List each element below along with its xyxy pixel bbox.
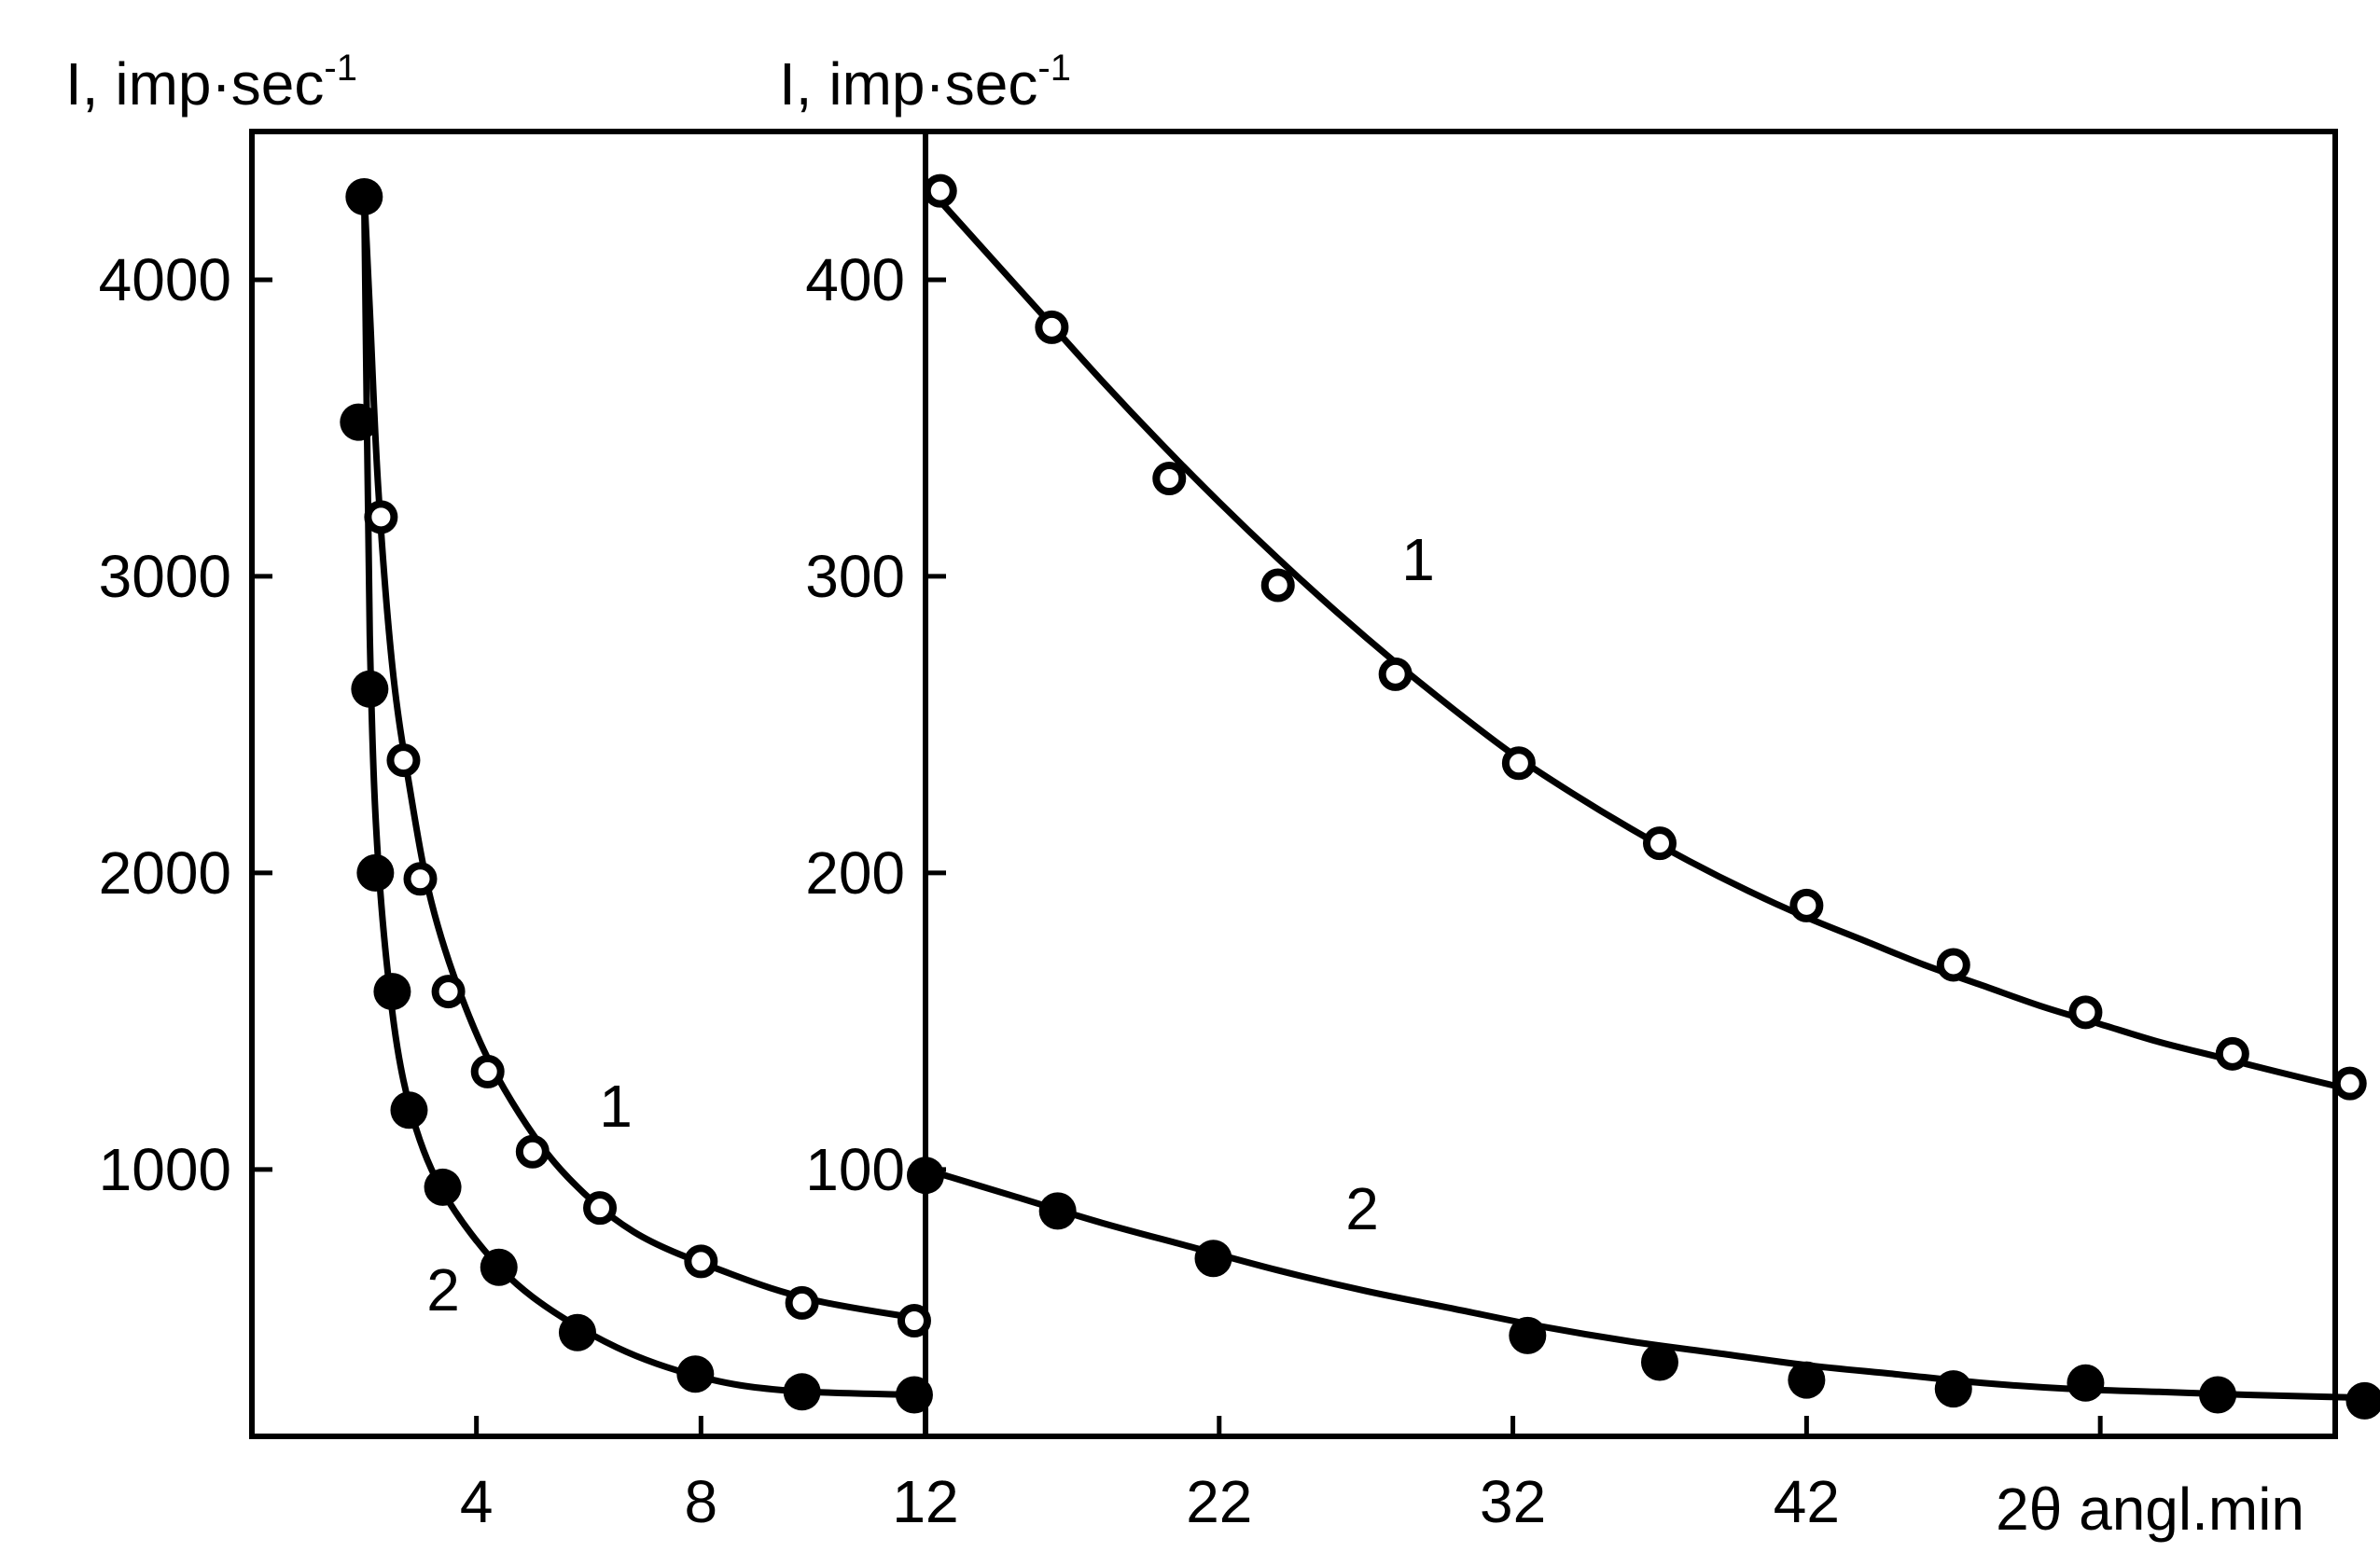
right-series-2-point: [2067, 1364, 2105, 1402]
right-curve-label-1: 1: [1401, 526, 1435, 593]
right-series-2-point: [1509, 1316, 1547, 1354]
right-series-2-curve: [924, 1166, 2365, 1402]
plot-frame: [249, 129, 2338, 1439]
left-x-tick-label: 4: [460, 1468, 494, 1535]
right-series-1-point: [923, 173, 957, 208]
left-series-1-point: [515, 1134, 550, 1169]
left-series-2-point: [783, 1373, 821, 1411]
right-y-tick-label: 100: [805, 1136, 905, 1203]
left-series-1-point: [583, 1191, 618, 1226]
left-y-tick-label: 4000: [99, 246, 231, 313]
left-x-tick-label: 12: [892, 1468, 958, 1535]
left-curve-label-1: 1: [599, 1073, 633, 1140]
left-series-1-point: [785, 1285, 819, 1320]
left-series-1-point: [897, 1303, 931, 1337]
left-y-axis-title: I, imp·sec-1: [65, 48, 357, 118]
left-series-2-point: [480, 1248, 518, 1286]
left-series-2-curve: [360, 190, 915, 1398]
left-y-tick-label: 3000: [99, 543, 231, 610]
left-series-2-point: [390, 1091, 428, 1129]
right-series-2-point: [1788, 1361, 1826, 1399]
svg-text:I, imp·sec-1: I, imp·sec-1: [65, 48, 357, 118]
right-series-2-point: [1934, 1370, 1972, 1408]
left-series-2-point: [340, 403, 378, 441]
right-x-tick-label: 22: [1186, 1468, 1252, 1535]
right-series-2-point: [1194, 1240, 1232, 1278]
left-y-tick-label: 2000: [99, 839, 231, 907]
left-series-2-point: [345, 177, 383, 215]
left-curve-label-2: 2: [426, 1256, 460, 1323]
left-y-axis-title-sup: -1: [324, 48, 357, 89]
left-series-1-point: [470, 1054, 505, 1088]
left-series-2-point: [558, 1313, 596, 1351]
right-y-tick-label: 400: [805, 246, 905, 313]
right-series-1-point: [1260, 568, 1295, 603]
right-series-2-point: [2199, 1376, 2237, 1414]
left-y-axis-title-text: I, imp·sec: [65, 50, 324, 118]
right-series-1-point: [1642, 826, 1677, 861]
right-series-1-point: [1936, 948, 1970, 982]
left-series-2-point: [676, 1355, 715, 1393]
left-x-tick-label: 8: [685, 1468, 718, 1535]
right-series-2-point: [2345, 1381, 2380, 1420]
right-x-tick-label: 12: [892, 1468, 958, 1535]
left-series-1-point: [364, 500, 398, 534]
right-series-1-point: [2215, 1036, 2249, 1071]
right-series-1-point: [2332, 1066, 2367, 1101]
left-series-1-point: [684, 1244, 718, 1279]
right-series-1-point: [1378, 657, 1413, 691]
right-y-axis-title: I, imp·sec-1: [779, 48, 1071, 118]
left-series-1-point: [386, 743, 421, 778]
left-series-2-point: [895, 1376, 933, 1414]
right-x-tick-label: 32: [1480, 1468, 1546, 1535]
left-y-tick-label: 1000: [99, 1136, 231, 1203]
right-series-1-point: [2068, 995, 2103, 1030]
points-layer: [340, 173, 2380, 1420]
left-series-2-point: [356, 853, 395, 892]
curve-labels-layer: 1 2 1 2: [426, 526, 1435, 1323]
right-series-1-point: [1152, 462, 1187, 496]
right-series-2-point: [907, 1157, 944, 1195]
left-series-1-curve: [360, 190, 915, 1322]
right-curve-label-2: 2: [1345, 1175, 1379, 1242]
left-series-2-point: [351, 670, 389, 708]
right-series-1-point: [1035, 310, 1069, 344]
x-axis-title: 2θ angl.min: [1996, 1476, 2304, 1543]
right-series-2-point: [1038, 1192, 1077, 1230]
right-series-1-curve: [923, 182, 2351, 1093]
right-series-1-point: [1789, 888, 1824, 922]
right-series-1-point: [1501, 746, 1536, 781]
left-series-1-point: [403, 862, 438, 896]
right-y-tick-label: 200: [805, 839, 905, 907]
right-series-2-point: [1640, 1343, 1678, 1381]
left-series-2-point: [373, 973, 411, 1011]
right-y-axis-title-text: I, imp·sec: [779, 50, 1037, 118]
left-series-2-point: [424, 1168, 462, 1206]
right-x-tick-label: 42: [1774, 1468, 1840, 1535]
right-y-axis-title-sup: -1: [1037, 48, 1071, 89]
right-y-tick-label: 300: [805, 543, 905, 610]
left-series-1-point: [431, 975, 466, 1009]
svg-text:I, imp·sec-1: I, imp·sec-1: [779, 48, 1071, 118]
